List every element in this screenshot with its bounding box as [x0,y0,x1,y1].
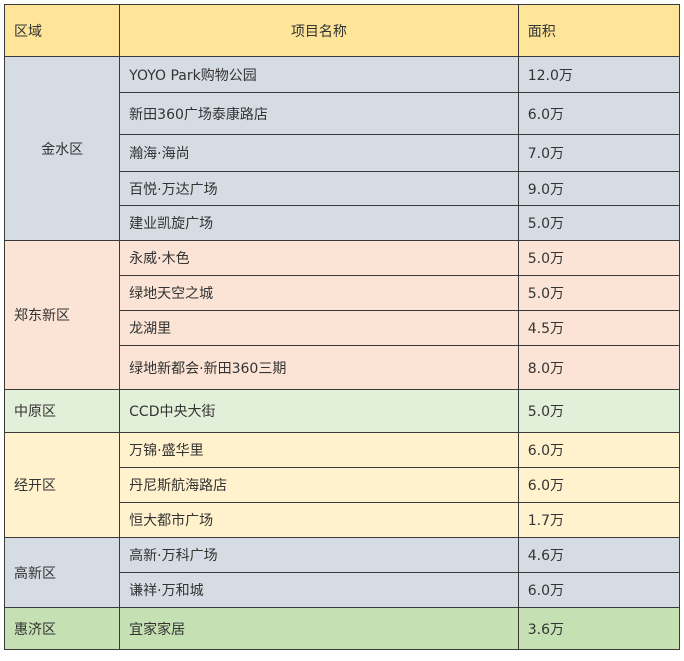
table-row: 新田360广场泰康路店 6.0万 [4,92,681,135]
area-cell: 3.6万 [517,607,681,650]
area-cell: 6.0万 [517,432,681,468]
district-cell: 惠济区 [3,607,121,650]
project-name-cell: 瀚海·海尚 [119,134,519,172]
project-name-cell: 新田360广场泰康路店 [119,92,519,135]
project-name-cell: 龙湖里 [119,310,519,346]
table-row: 经开区 万锦·盛华里 6.0万 [3,432,681,538]
header-project: 项目名称 [119,4,519,57]
area-cell: 8.0万 [517,345,681,390]
table-body: 金水区 YOYO Park购物公园 12.0万 新田360广场泰康路店 6.0万 瀚海·海… [3,56,681,650]
area-cell: 5.0万 [517,275,681,311]
area-cell: 4.6万 [517,537,681,573]
area-cell: 5.0万 [517,240,681,276]
district-cell: 郑东新区 [3,240,121,390]
project-name-cell: 永威·木色 [119,240,519,276]
district-cell: 中原区 [3,389,121,433]
district-cell: 高新区 [3,537,121,608]
project-name-cell: 宜家家居 [119,607,519,650]
table-row: 谦祥·万和城 6.0万 [4,572,681,608]
area-cell: 6.0万 [517,572,681,608]
area-cell: 1.7万 [517,502,681,538]
header-row: 区域 项目名称 面积 [3,4,681,57]
project-name-cell: 建业凯旋广场 [119,205,519,241]
projects-table: 区域 项目名称 面积 金水区 YOYO Park购物公园 12.0万 新田360广场泰… [3,4,681,650]
district-cell: 金水区 [3,56,121,241]
table-row: 中原区 CCD中央大街 5.0万 [3,389,681,433]
project-name-cell: 万锦·盛华里 [119,432,519,468]
project-name-cell: 绿地新都会·新田360三期 [119,345,519,390]
project-name-cell: 绿地天空之城 [119,275,519,311]
area-cell: 7.0万 [517,134,681,172]
project-name-cell: 高新·万科广场 [119,537,519,573]
table-row: 高新区 高新·万科广场 4.6万 [3,537,681,608]
table-row: 惠济区 宜家家居 3.6万 [3,607,681,650]
area-cell: 5.0万 [517,205,681,241]
area-cell: 12.0万 [517,56,681,93]
area-cell: 6.0万 [517,92,681,135]
project-name-cell: YOYO Park购物公园 [119,56,519,93]
project-name-cell: 恒大都市广场 [119,502,519,538]
project-name-cell: CCD中央大街 [119,389,519,433]
project-name-cell: 丹尼斯航海路店 [119,467,519,503]
project-name-cell: 谦祥·万和城 [119,572,519,608]
table-row: 郑东新区 永威·木色 5.0万 [3,240,681,390]
header-district: 区域 [3,4,121,57]
area-cell: 4.5万 [517,310,681,346]
table-row: 龙湖里 4.5万 [4,310,681,346]
area-cell: 6.0万 [517,467,681,503]
header-area: 面积 [517,4,681,57]
area-cell: 9.0万 [517,171,681,206]
table-row: 丹尼斯航海路店 6.0万 [4,467,681,503]
district-cell: 经开区 [3,432,121,538]
table-row: 金水区 YOYO Park购物公园 12.0万 [3,56,681,241]
project-name-cell: 百悦·万达广场 [119,171,519,206]
area-cell: 5.0万 [517,389,681,433]
